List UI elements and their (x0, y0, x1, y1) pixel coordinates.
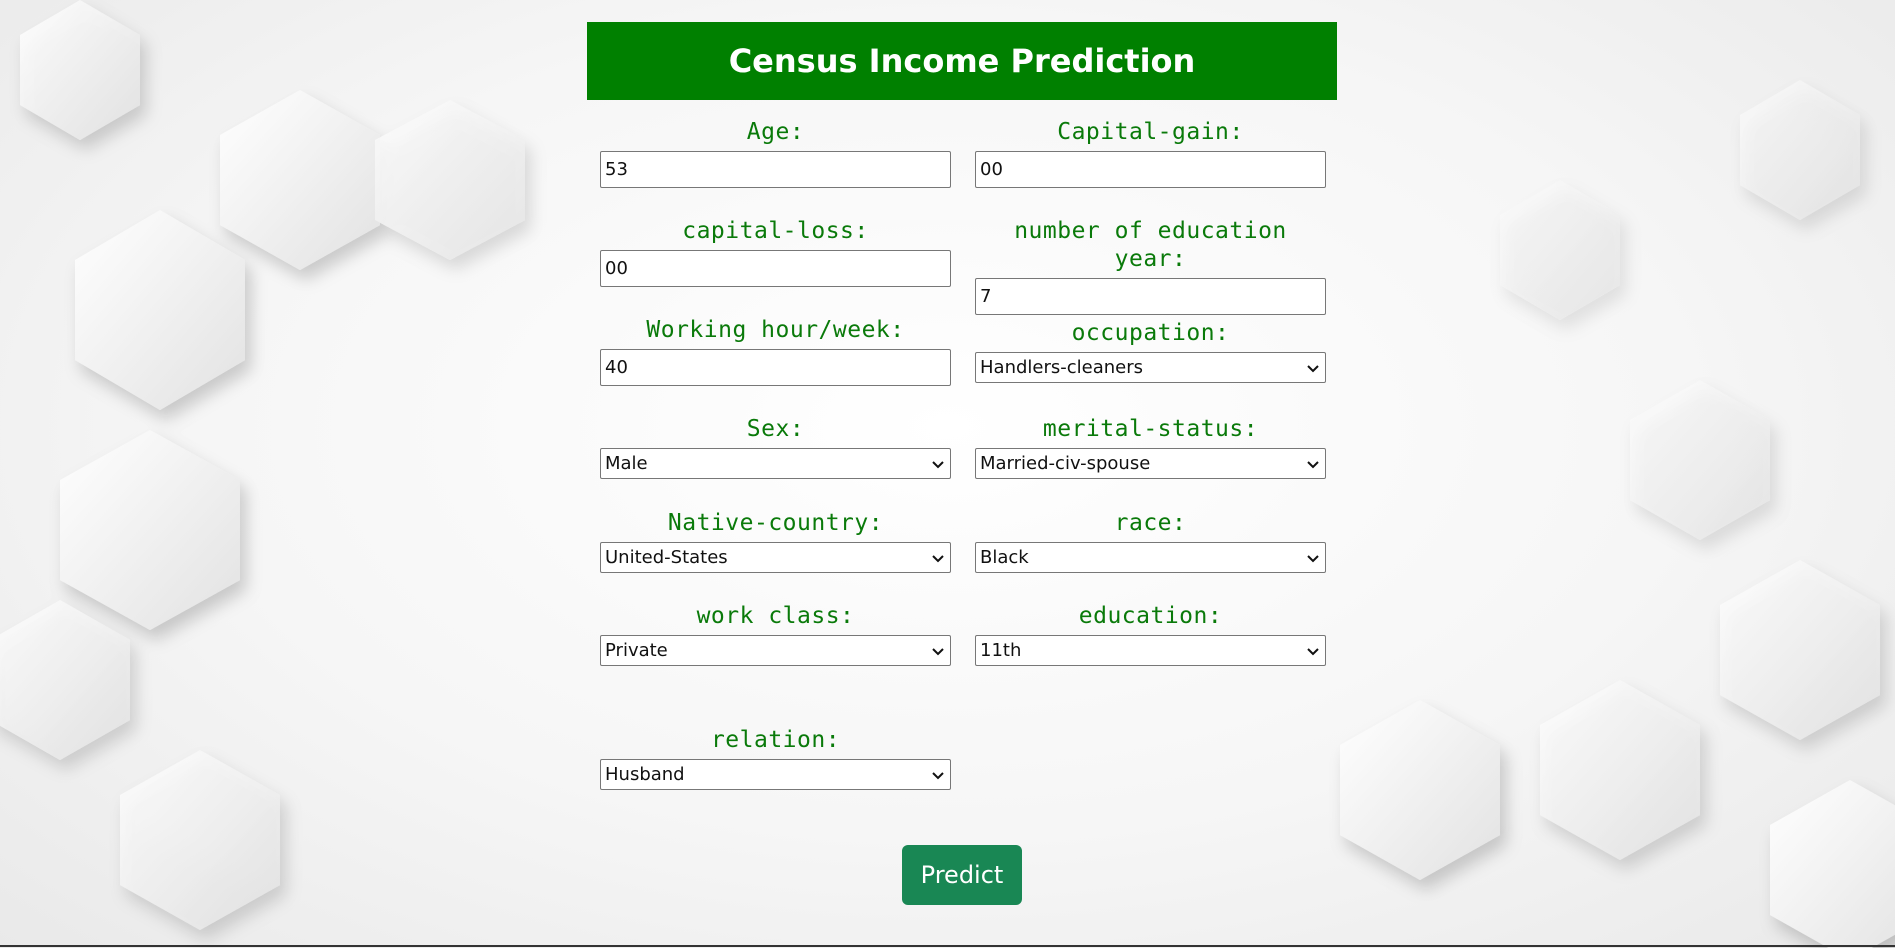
work-class-value: Private (605, 640, 668, 661)
education-years-input[interactable] (975, 278, 1326, 315)
native-country-value: United-States (605, 547, 728, 568)
capital-loss-label: capital-loss: (682, 218, 869, 244)
marital-status-field-group: merital-status: Married-civ-spouse (975, 415, 1326, 479)
occupation-select[interactable]: Handlers-cleaners (975, 352, 1326, 383)
age-input[interactable] (600, 151, 951, 188)
work-class-label: work class: (696, 603, 855, 629)
education-select[interactable]: 11th (975, 635, 1326, 666)
education-years-field-group: number of education year: (975, 217, 1326, 315)
page-title: Census Income Prediction (728, 42, 1196, 80)
chevron-down-icon (932, 460, 944, 468)
education-field-group: education: 11th (975, 602, 1326, 666)
chevron-down-icon (1307, 554, 1319, 562)
chevron-down-icon (1307, 364, 1319, 372)
race-select[interactable]: Black (975, 542, 1326, 573)
capital-loss-input[interactable] (600, 250, 951, 287)
hours-per-week-input[interactable] (600, 349, 951, 386)
occupation-field-group: occupation: Handlers-cleaners (975, 319, 1326, 383)
age-field-group: Age: (600, 118, 951, 188)
predict-button[interactable]: Predict (902, 845, 1022, 905)
sex-label: Sex: (746, 416, 805, 442)
relation-value: Husband (605, 764, 685, 785)
sex-value: Male (605, 453, 648, 474)
race-value: Black (980, 547, 1029, 568)
work-class-field-group: work class: Private (600, 602, 951, 666)
sex-select[interactable]: Male (600, 448, 951, 479)
relation-select[interactable]: Husband (600, 759, 951, 790)
native-country-label: Native-country: (667, 510, 884, 536)
chevron-down-icon (1307, 460, 1319, 468)
relation-label: relation: (710, 727, 841, 753)
race-field-group: race: Black (975, 509, 1326, 573)
education-value: 11th (980, 640, 1022, 661)
capital-gain-label: Capital-gain: (1057, 119, 1244, 145)
marital-status-label: merital-status: (1042, 416, 1259, 442)
education-years-label: number of education year: (1014, 218, 1287, 272)
race-label: race: (1114, 510, 1187, 536)
capital-gain-field-group: Capital-gain: (975, 118, 1326, 188)
marital-status-select[interactable]: Married-civ-spouse (975, 448, 1326, 479)
page-title-banner: Census Income Prediction (587, 22, 1337, 100)
work-class-select[interactable]: Private (600, 635, 951, 666)
capital-loss-field-group: capital-loss: (600, 217, 951, 287)
hours-per-week-field-group: Working hour/week: (600, 316, 951, 386)
capital-gain-input[interactable] (975, 151, 1326, 188)
native-country-select[interactable]: United-States (600, 542, 951, 573)
age-label: Age: (746, 119, 805, 145)
chevron-down-icon (1307, 647, 1319, 655)
relation-field-group: relation: Husband (600, 726, 951, 790)
chevron-down-icon (932, 771, 944, 779)
education-label: education: (1078, 603, 1223, 629)
sex-field-group: Sex: Male (600, 415, 951, 479)
chevron-down-icon (932, 647, 944, 655)
occupation-value: Handlers-cleaners (980, 357, 1144, 378)
hours-per-week-label: Working hour/week: (646, 317, 905, 343)
native-country-field-group: Native-country: United-States (600, 509, 951, 573)
chevron-down-icon (932, 554, 944, 562)
occupation-label: occupation: (1071, 320, 1230, 346)
marital-status-value: Married-civ-spouse (980, 453, 1151, 474)
